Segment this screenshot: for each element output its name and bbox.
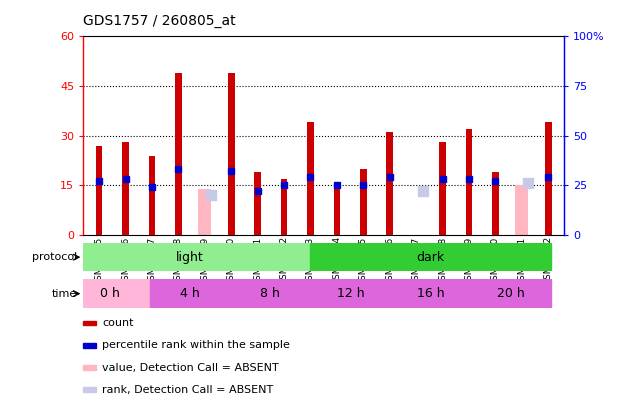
Text: time: time [52,289,77,298]
Bar [360,169,367,235]
Bar [198,189,212,235]
Text: 12 h: 12 h [337,287,364,300]
Text: 4 h: 4 h [180,287,200,300]
Bar [70,279,150,308]
Bar [387,132,393,235]
Bar [122,142,129,235]
Text: protocol: protocol [31,252,77,262]
Bar [307,122,314,235]
Bar [254,172,261,235]
Bar [281,179,287,235]
Text: light: light [176,251,204,264]
Text: rank, Detection Call = ABSENT: rank, Detection Call = ABSENT [102,385,273,395]
Bar [390,279,470,308]
Bar [230,279,310,308]
Bar [333,189,340,235]
Text: value, Detection Call = ABSENT: value, Detection Call = ABSENT [102,362,279,373]
Text: count: count [102,318,133,328]
Bar [310,279,390,308]
Bar [175,73,182,235]
Text: 16 h: 16 h [417,287,444,300]
Bar [515,185,528,235]
Bar [492,172,499,235]
Bar [545,122,551,235]
Bar [465,129,472,235]
Text: 0 h: 0 h [100,287,120,300]
Bar [310,243,551,271]
Bar [70,243,310,271]
Text: percentile rank within the sample: percentile rank within the sample [102,340,290,350]
Bar [150,279,230,308]
Bar [96,145,103,235]
Bar [228,73,235,235]
Bar [149,156,155,235]
Text: GDS1757 / 260805_at: GDS1757 / 260805_at [83,14,236,28]
Text: 8 h: 8 h [260,287,280,300]
Bar [439,142,446,235]
Bar [470,279,551,308]
Text: dark: dark [417,251,445,264]
Text: 20 h: 20 h [497,287,524,300]
